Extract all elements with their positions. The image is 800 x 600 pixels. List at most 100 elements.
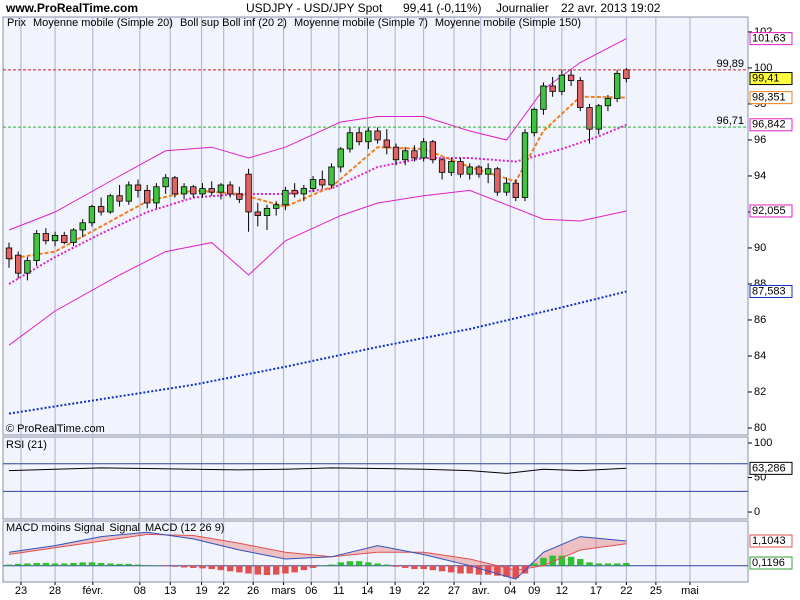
last-value-box <box>749 461 793 475</box>
histogram-bar <box>355 561 363 566</box>
panel-background <box>2 436 749 520</box>
rsi-line <box>8 467 627 474</box>
candle-body <box>263 207 271 216</box>
histogram-bar <box>623 563 630 566</box>
candle-body <box>420 141 427 159</box>
candle-body <box>107 195 114 213</box>
candle-body <box>365 130 372 143</box>
y-tick-label: 96 <box>754 134 766 146</box>
histogram-bar <box>503 565 510 577</box>
legend-entry: Moyenne mobile (Simple 150) <box>435 17 581 29</box>
histogram-bar <box>97 563 105 566</box>
level-label: 99,89 <box>716 58 744 70</box>
histogram-bar <box>309 565 317 568</box>
histogram-bar <box>199 565 206 569</box>
x-tick-label: févr. <box>82 585 103 597</box>
candle-body <box>595 105 602 130</box>
histogram-bar <box>484 565 492 575</box>
symbol: USDJPY - USD/JPY Spot <box>246 1 383 15</box>
histogram-bar <box>595 563 602 566</box>
candle-body <box>180 186 188 195</box>
histogram-bar <box>429 565 437 571</box>
x-tick-label: 12 <box>556 585 568 597</box>
histogram-bar <box>457 565 464 574</box>
candle-body <box>604 98 612 107</box>
histogram-bar <box>319 565 326 567</box>
candle-body <box>309 179 317 189</box>
histogram-bar <box>51 563 59 566</box>
candle-body <box>61 234 68 243</box>
histogram-bar <box>401 565 409 568</box>
histogram-bar <box>438 565 446 572</box>
y-tick-label: 84 <box>754 350 766 362</box>
indicator-line <box>8 290 627 415</box>
histogram-bar <box>226 565 234 572</box>
legend-entry: Prix <box>7 17 26 29</box>
histogram-bar <box>365 562 372 566</box>
histogram-bar <box>42 563 50 566</box>
candle-body <box>577 80 584 108</box>
candle-body <box>208 188 215 193</box>
x-tick-label: 13 <box>164 585 176 597</box>
last-value-label: 92,055 <box>752 205 786 217</box>
bollinger-lower <box>8 189 627 346</box>
histogram-bar <box>162 565 169 567</box>
candle-body <box>328 166 335 186</box>
candle-body <box>51 234 59 242</box>
legend-entry: Boll sup Boll inf (20 2) <box>180 17 287 29</box>
x-tick-label: 06 <box>305 585 317 597</box>
histogram-bar <box>88 562 96 566</box>
histogram-bar <box>5 564 13 566</box>
histogram-bar <box>143 565 151 566</box>
histogram-bar <box>107 563 114 566</box>
period: Journalier <box>496 1 549 15</box>
candle-body <box>411 150 418 159</box>
y-tick-label: 100 <box>754 437 772 449</box>
histogram-bar <box>530 563 538 566</box>
histogram-bar <box>567 556 575 566</box>
last-value-box <box>749 556 793 570</box>
histogram-bar <box>411 565 418 570</box>
last-value-box <box>749 91 793 105</box>
x-tick-label: 11 <box>333 585 344 597</box>
histogram-bar <box>153 565 160 567</box>
last-value-label: 1,1043 <box>752 535 786 547</box>
histogram-bar <box>540 557 547 566</box>
legend-entry: MACD (12 26 9) <box>145 522 224 534</box>
histogram-bar <box>512 565 520 578</box>
x-tick-label: 17 <box>590 585 602 597</box>
quote: 99,41 (-0,11%) <box>403 1 482 15</box>
x-tick-label: 22 <box>218 585 230 597</box>
candle-body <box>190 186 197 195</box>
indicator-line <box>8 123 627 285</box>
panel-title: RSI (21) <box>6 439 47 451</box>
candle-body <box>613 72 621 99</box>
candle-body <box>5 247 13 260</box>
histogram-bar <box>300 565 308 571</box>
last-value-box <box>749 204 793 218</box>
last-value-box <box>749 284 793 298</box>
candle-body <box>383 139 390 148</box>
candle-body <box>337 148 344 168</box>
legend-entry: MACD moins Signal <box>6 522 104 534</box>
level-label: 96,71 <box>716 115 744 127</box>
histogram-bar <box>79 562 86 566</box>
candle-body <box>42 233 50 242</box>
candle-body <box>623 69 630 79</box>
candle-body <box>199 188 206 195</box>
histogram-bar <box>245 565 252 574</box>
histogram-bar <box>494 565 501 576</box>
candle-body <box>531 108 538 134</box>
candle-body <box>355 132 363 143</box>
copyright: © ProRealTime.com <box>6 423 105 435</box>
y-tick-label: 80 <box>754 422 766 434</box>
candle-body <box>448 161 455 173</box>
candle-body <box>512 182 519 198</box>
histogram-bar <box>70 563 77 566</box>
legend-entry: Signal <box>109 522 140 534</box>
histogram-bar <box>577 558 584 566</box>
histogram-bar <box>613 563 621 566</box>
histogram-bar <box>475 565 483 575</box>
histogram-bar <box>208 565 215 570</box>
